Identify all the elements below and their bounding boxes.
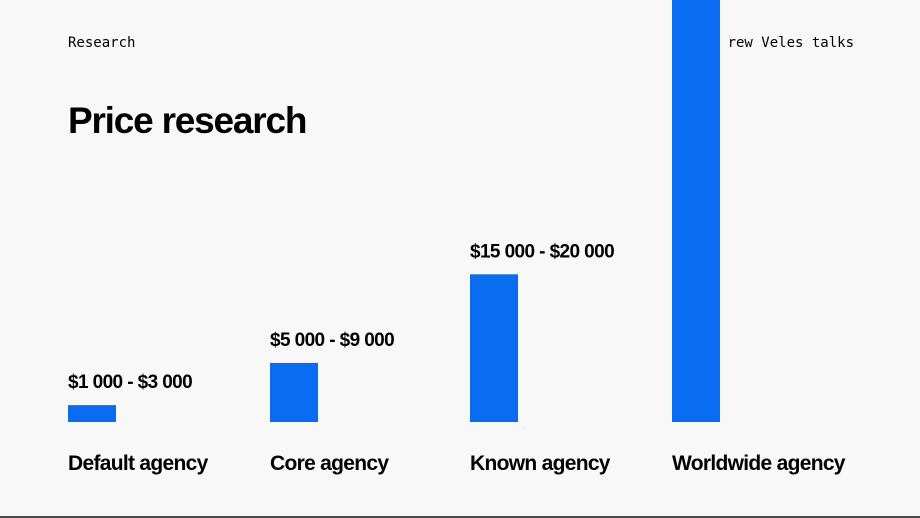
value-label-2: $5 000 - $9 000 [270, 330, 394, 351]
bar-1 [68, 405, 116, 422]
category-label-3: Known agency [470, 452, 611, 475]
category-label-4: Worldwide agency [672, 452, 846, 475]
value-label-1: $1 000 - $3 000 [68, 372, 192, 393]
category-label-2: Core agency [270, 452, 389, 475]
slide-bottom-border [0, 516, 920, 518]
category-label-1: Default agency [68, 452, 209, 475]
bar-4 [672, 0, 720, 422]
bar-2 [270, 362, 318, 422]
author-label: rew Veles talks [727, 35, 854, 51]
section-label: Research [68, 35, 136, 51]
bar-3 [470, 274, 518, 422]
page-title: Price research [68, 100, 307, 141]
value-label-3: $15 000 - $20 000 [470, 241, 614, 262]
